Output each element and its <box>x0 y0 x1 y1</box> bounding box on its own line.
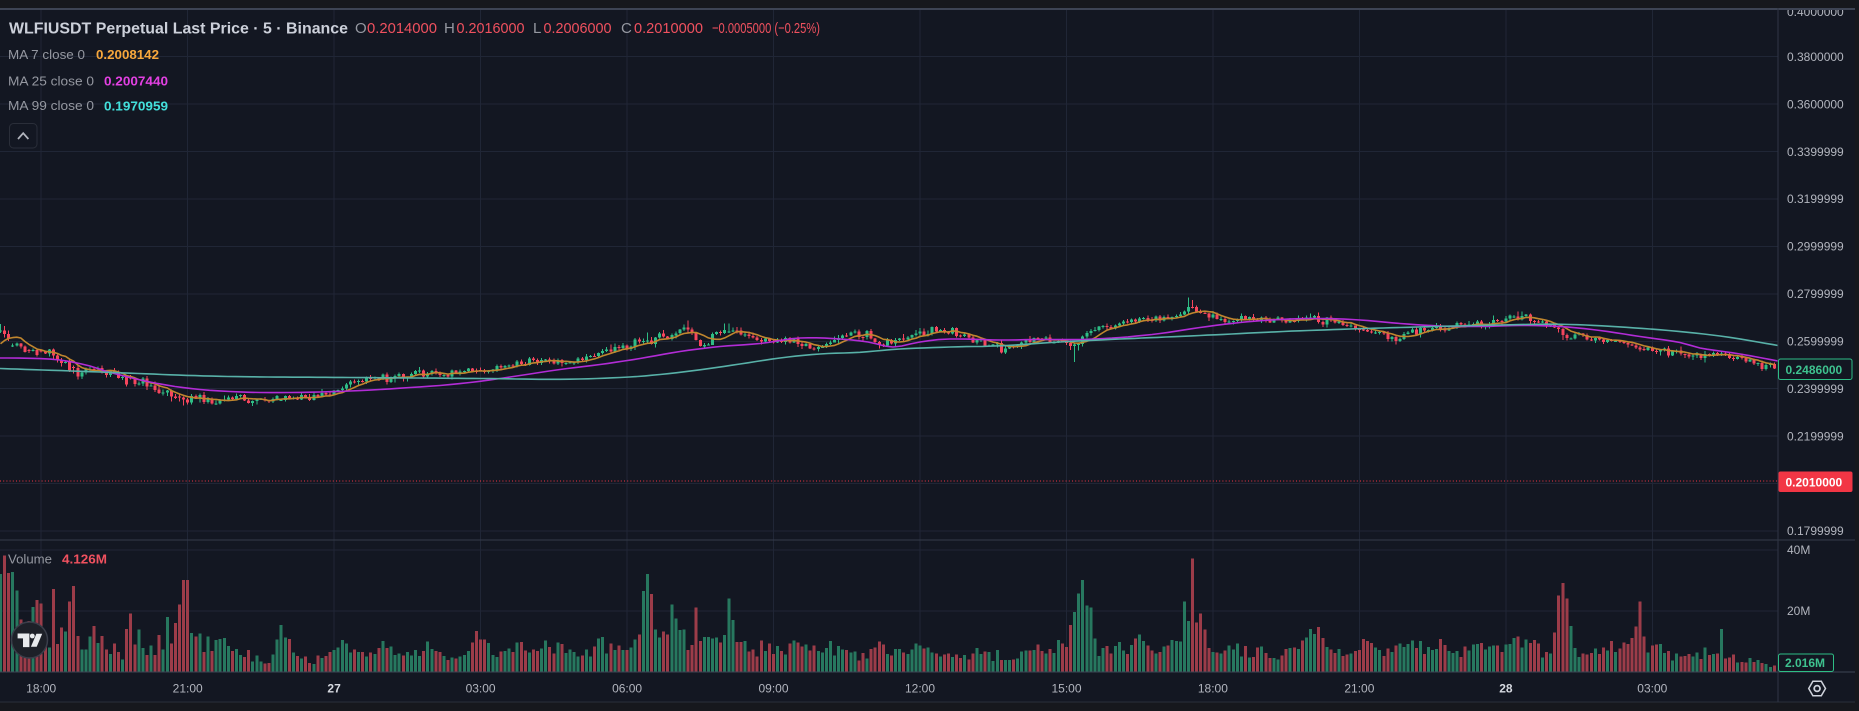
svg-text:0.2486000: 0.2486000 <box>1786 363 1843 377</box>
svg-text:03:00: 03:00 <box>1637 682 1667 696</box>
svg-text:C: C <box>621 20 632 37</box>
svg-text:0.3600000: 0.3600000 <box>1787 97 1844 111</box>
svg-text:0.2006000: 0.2006000 <box>544 20 612 37</box>
svg-text:WLFIUSDT Perpetual Last Price: WLFIUSDT Perpetual Last Price · 5 · Bina… <box>9 21 348 38</box>
svg-text:0.2599999: 0.2599999 <box>1787 335 1844 349</box>
svg-text:0.3800000: 0.3800000 <box>1787 50 1844 64</box>
svg-text:09:00: 09:00 <box>758 682 788 696</box>
svg-text:0.3399999: 0.3399999 <box>1787 145 1844 159</box>
svg-text:20M: 20M <box>1787 604 1810 618</box>
svg-text:4.126M: 4.126M <box>62 552 107 567</box>
svg-text:0.3199999: 0.3199999 <box>1787 192 1844 206</box>
svg-text:H: H <box>444 20 455 37</box>
svg-text:0.2399999: 0.2399999 <box>1787 382 1844 396</box>
svg-text:18:00: 18:00 <box>1198 682 1228 696</box>
svg-text:−0.0005000 (−0.25%): −0.0005000 (−0.25%) <box>712 20 820 37</box>
svg-text:0.2999999: 0.2999999 <box>1787 240 1844 254</box>
svg-text:03:00: 03:00 <box>466 682 496 696</box>
svg-text:MA 99 close 0: MA 99 close 0 <box>8 98 94 113</box>
svg-text:21:00: 21:00 <box>173 682 203 696</box>
svg-text:06:00: 06:00 <box>612 682 642 696</box>
svg-text:0.2007440: 0.2007440 <box>104 74 168 89</box>
svg-text:0.1799999: 0.1799999 <box>1787 524 1844 538</box>
svg-text:0.2008142: 0.2008142 <box>96 47 159 62</box>
svg-text:18:00: 18:00 <box>26 682 56 696</box>
svg-text:0.2199999: 0.2199999 <box>1787 429 1844 443</box>
svg-text:0.2014000: 0.2014000 <box>367 20 437 37</box>
svg-text:12:00: 12:00 <box>905 682 935 696</box>
svg-text:15:00: 15:00 <box>1051 682 1081 696</box>
svg-text:2.016M: 2.016M <box>1785 656 1825 670</box>
svg-text:21:00: 21:00 <box>1344 682 1374 696</box>
svg-text:L: L <box>533 20 541 37</box>
svg-text:0.2010000: 0.2010000 <box>1786 475 1843 489</box>
svg-text:MA 25 close 0: MA 25 close 0 <box>8 73 94 88</box>
svg-text:0.2799999: 0.2799999 <box>1787 287 1844 301</box>
svg-text:27: 27 <box>327 682 341 696</box>
svg-text:0.1970959: 0.1970959 <box>104 98 168 113</box>
svg-text:40M: 40M <box>1787 543 1810 557</box>
svg-text:Volume: Volume <box>8 551 52 566</box>
svg-text:0.2016000: 0.2016000 <box>457 20 525 37</box>
svg-text:MA 7 close 0: MA 7 close 0 <box>8 47 85 62</box>
svg-text:O: O <box>355 20 367 37</box>
svg-text:28: 28 <box>1499 682 1513 696</box>
svg-text:0.2010000: 0.2010000 <box>634 20 703 37</box>
